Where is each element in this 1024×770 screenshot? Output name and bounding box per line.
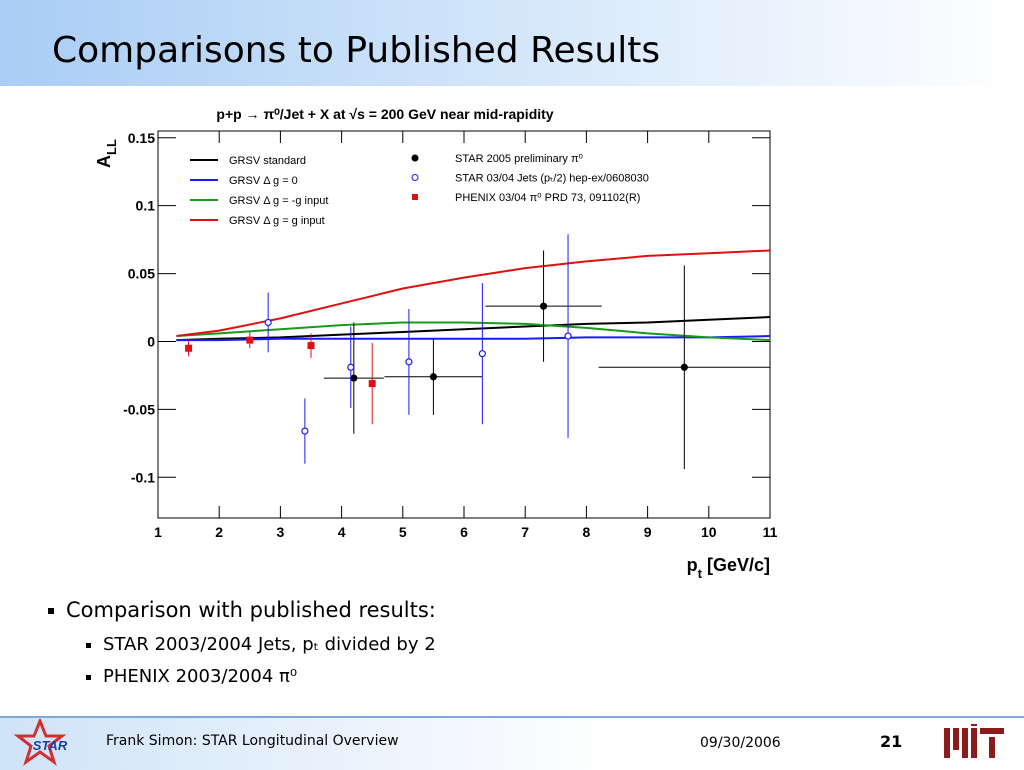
point <box>307 342 315 350</box>
point <box>539 302 548 310</box>
bullet-text: STAR 2003/2004 Jets, pₜ divided by 2 <box>103 634 436 655</box>
bullet-marker <box>48 608 54 614</box>
x-tick-label: 1 <box>154 524 162 540</box>
logo-star <box>13 719 67 766</box>
y-label-main: A <box>94 155 114 168</box>
point <box>405 358 413 366</box>
legend-label: GRSV Δ g = -g input <box>229 195 328 207</box>
point <box>368 380 376 388</box>
curve <box>176 249 771 338</box>
bullet-sub: PHENIX 2003/2004 π⁰ <box>86 666 297 687</box>
logo-text: STAR <box>33 738 68 753</box>
x-tick-label: 4 <box>338 524 346 540</box>
bullet-sub: STAR 2003/2004 Jets, pₜ divided by 2 <box>86 634 436 655</box>
footer-date: 09/30/2006 <box>700 735 781 751</box>
x-tick-label: 3 <box>277 524 285 540</box>
bullet-marker <box>86 674 91 680</box>
legend-label: GRSV Δ g = g input <box>229 215 325 227</box>
legend-label: GRSV Δ g = 0 <box>229 175 298 187</box>
curve <box>176 335 771 342</box>
point <box>429 373 437 381</box>
legend-marker <box>412 194 418 200</box>
curve <box>176 316 771 342</box>
page-number: 21 <box>880 732 903 751</box>
y-axis-label: ALL <box>94 139 119 168</box>
bullet-text: Comparison with published results: <box>66 598 436 622</box>
point <box>680 363 688 371</box>
point <box>564 332 572 340</box>
y-label-sub: LL <box>104 139 119 155</box>
footer-band <box>0 716 1024 770</box>
star-logo: STAR <box>13 719 68 766</box>
slide-title: Comparisons to Published Results <box>52 30 661 71</box>
bullet-text: PHENIX 2003/2004 π⁰ <box>103 666 298 687</box>
point <box>347 363 355 371</box>
legend-label: STAR 2005 preliminary π⁰ <box>455 153 584 165</box>
x-label-main: p <box>687 555 698 575</box>
bullet-main: Comparison with published results: <box>48 598 436 622</box>
point <box>478 350 486 358</box>
x-tick-label: 10 <box>701 524 717 540</box>
mit-logo <box>944 724 1004 758</box>
legend-marker <box>411 174 419 181</box>
x-tick-label: 9 <box>644 524 652 540</box>
x-tick-label: 7 <box>521 524 529 540</box>
y-tick-label: -0.05 <box>123 401 155 417</box>
legend-label: GRSV standard <box>229 155 306 167</box>
legend-label: STAR 03/04 Jets (pₜ/2) hep-ex/0608030 <box>455 173 649 185</box>
x-axis-label: pt [GeV/c] <box>687 555 770 581</box>
legend-label: PHENIX 03/04 π⁰ PRD 73, 091102(R) <box>455 192 640 204</box>
x-tick-label: 6 <box>460 524 468 540</box>
curve <box>176 321 771 342</box>
point <box>301 427 309 435</box>
x-label-rest: [GeV/c] <box>702 555 770 575</box>
y-tick-label: 0.15 <box>128 130 155 146</box>
footer-author: Frank Simon: STAR Longitudinal Overview <box>106 733 399 749</box>
point <box>264 318 272 327</box>
x-label-sub: t <box>698 566 703 581</box>
chart-title: p+p → π⁰/Jet + X at √s = 200 GeV near mi… <box>216 106 553 122</box>
point <box>350 374 358 382</box>
x-tick-label: 8 <box>583 524 591 540</box>
x-tick-label: 11 <box>763 524 778 540</box>
legend-marker <box>411 154 419 162</box>
y-tick-label: 0.05 <box>128 266 155 282</box>
point <box>185 344 193 352</box>
point <box>246 336 254 344</box>
header-band <box>0 0 1024 86</box>
x-tick-label: 2 <box>215 524 223 540</box>
y-tick-label: 0.1 <box>136 198 156 214</box>
chart: p+p → π⁰/Jet + X at √s = 200 GeV near mi… <box>94 106 778 581</box>
y-tick-label: -0.1 <box>131 469 155 485</box>
x-tick-label: 5 <box>399 524 407 540</box>
bullet-marker <box>86 642 91 648</box>
y-tick-label: 0 <box>147 333 155 349</box>
